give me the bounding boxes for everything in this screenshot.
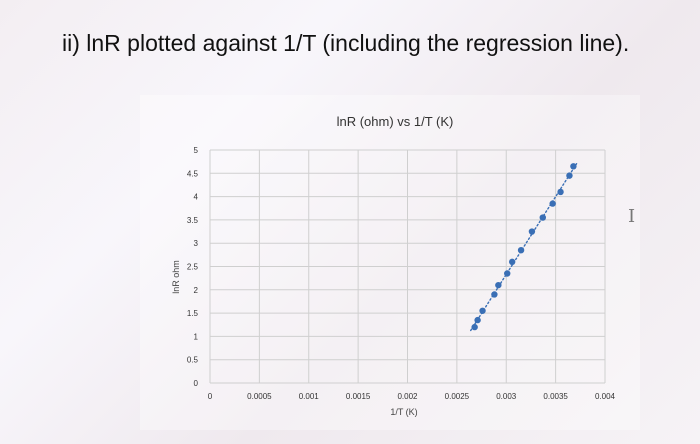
y-tick-label: 3.5: [187, 216, 199, 225]
y-tick-label: 4: [194, 193, 199, 202]
y-tick-label: 0.5: [187, 356, 199, 365]
data-point: [557, 188, 564, 196]
x-axis-tick-labels: 0 0.0005 0.001 0.0015 0.002 0.0025 0.003 0.0035…: [208, 392, 616, 401]
y-axis-label: lnR ohm: [171, 260, 181, 294]
data-point: [508, 258, 516, 266]
grid-lines: [209, 149, 606, 384]
x-tick-label: 0.0005: [247, 392, 272, 401]
x-tick-label: 0.002: [397, 392, 418, 401]
x-tick-label: 0: [208, 392, 213, 401]
data-point: [528, 228, 536, 235]
data-points: [471, 163, 577, 331]
x-tick-label: 0.001: [299, 392, 320, 401]
data-point: [570, 163, 577, 170]
text-cursor-icon: I: [628, 206, 636, 227]
y-tick-label: 0: [194, 379, 199, 388]
data-point: [549, 200, 556, 207]
x-tick-label: 0.0015: [346, 392, 371, 401]
y-tick-label: 3: [194, 239, 199, 248]
data-point: [479, 307, 486, 314]
data-point: [491, 291, 498, 298]
scatter-chart: 0 0.0005 0.001 0.0015 0.002 0.0025 0.003 0.0035…: [171, 114, 616, 417]
x-tick-label: 0.0025: [445, 392, 470, 401]
y-tick-label: 4.5: [187, 169, 199, 178]
regression-line: [470, 161, 579, 332]
x-tick-label: 0.0035: [543, 392, 568, 401]
chart-panel: 0 0.0005 0.001 0.0015 0.002 0.0025 0.003 0.0035…: [140, 95, 640, 430]
y-axis-tick-labels: 0 0.5 1 1.5 2 2.5 3 3.5 4 4.5 5: [187, 146, 199, 388]
x-tick-label: 0.004: [595, 392, 616, 401]
data-point: [471, 323, 478, 331]
data-point: [504, 270, 511, 277]
data-point: [517, 246, 525, 254]
data-point: [539, 214, 546, 221]
x-tick-label: 0.003: [496, 392, 517, 401]
y-tick-label: 5: [194, 146, 199, 155]
y-tick-label: 2: [194, 286, 199, 295]
chart-title: lnR (ohm) vs 1/T (K): [337, 114, 454, 129]
data-point: [474, 316, 481, 324]
y-tick-label: 1: [194, 332, 199, 341]
trendline-layer: [470, 161, 579, 332]
y-tick-label: 1.5: [187, 309, 199, 318]
data-point: [495, 281, 502, 289]
y-tick-label: 2.5: [187, 263, 199, 272]
page-heading: ii) lnR plotted against 1/T (including t…: [62, 30, 630, 56]
data-point: [566, 172, 573, 179]
x-axis-label: 1/T (K): [390, 407, 417, 417]
